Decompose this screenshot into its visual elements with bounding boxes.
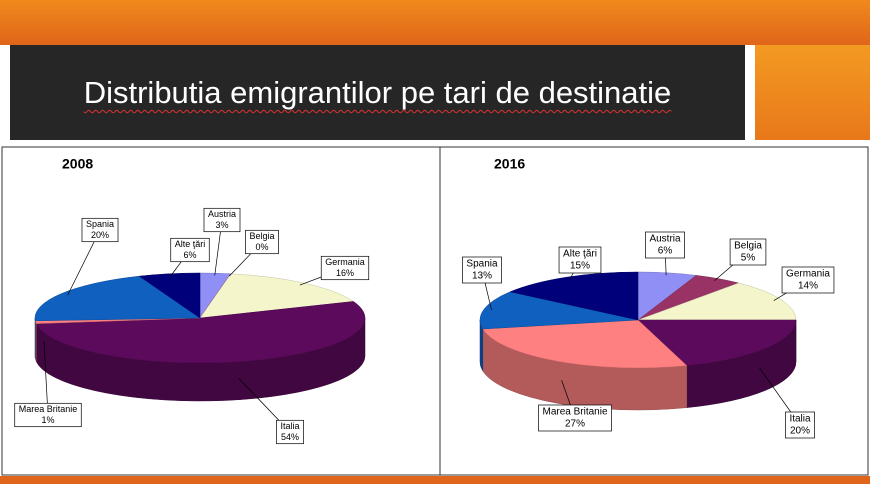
label-name: Germania — [786, 269, 830, 280]
label-name: Italia — [789, 414, 811, 425]
label-name: Germania — [325, 257, 365, 267]
label-name: Alte ţări — [563, 249, 597, 260]
label-box — [203, 207, 241, 233]
slice-top — [34, 275, 201, 322]
label-name: Italia — [280, 421, 299, 431]
title-band — [10, 45, 745, 140]
label-box — [245, 229, 279, 255]
label-box — [781, 266, 835, 294]
label-name: Marea Britanie — [542, 407, 607, 418]
slice-top — [509, 271, 639, 321]
slice — [637, 319, 797, 366]
data-label: 16% — [336, 268, 354, 278]
slice-top — [637, 319, 797, 366]
slice — [35, 301, 366, 364]
data-label: 6% — [658, 246, 673, 257]
label-box — [320, 255, 370, 281]
top-bar — [0, 0, 870, 45]
slice — [479, 291, 639, 330]
data-label: 15% — [570, 261, 590, 272]
slice — [34, 275, 201, 322]
label-box — [729, 238, 767, 266]
bottom-bar — [0, 476, 870, 484]
slice-top — [479, 291, 639, 330]
pie-tops — [34, 272, 366, 364]
data-label: 14% — [798, 281, 818, 292]
slide-title: Distributia emigrantilor pe tari de dest… — [83, 75, 672, 110]
data-label: 20% — [790, 426, 810, 437]
data-label: 0% — [255, 242, 268, 252]
label-box — [170, 237, 210, 263]
chart-title: 2008 — [62, 156, 93, 172]
accent-square — [755, 45, 870, 140]
data-label: 6% — [183, 250, 196, 260]
pie-sides — [479, 319, 797, 411]
label-name: Spania — [86, 219, 114, 229]
label-box — [462, 256, 502, 284]
label-box — [276, 419, 304, 445]
slice-top — [35, 301, 366, 364]
slice-top — [138, 272, 201, 319]
label-name: Marea Britanie — [19, 404, 78, 414]
slice — [637, 282, 797, 321]
data-label: 3% — [215, 220, 228, 230]
label-name: Belgia — [734, 241, 762, 252]
pie-tops — [479, 271, 797, 369]
slice-top — [482, 319, 688, 369]
label-name: Alte ţări — [175, 239, 206, 249]
chart-title: 2016 — [494, 156, 525, 172]
label-box — [785, 411, 815, 439]
data-label: 1% — [41, 415, 54, 425]
slice — [138, 272, 201, 319]
label-name: Belgia — [249, 231, 274, 241]
data-label: 20% — [91, 230, 109, 240]
label-name: Spania — [466, 259, 498, 270]
data-label: 54% — [281, 432, 299, 442]
label-box — [538, 404, 612, 432]
data-label: 5% — [741, 253, 756, 264]
label-box — [645, 231, 685, 259]
label-box — [81, 217, 119, 243]
data-label: 13% — [472, 271, 492, 282]
label-box — [14, 402, 82, 428]
leader-line — [43, 341, 49, 416]
data-label: 27% — [565, 419, 585, 430]
slice-top — [637, 282, 797, 321]
slice — [509, 271, 639, 321]
label-box — [558, 246, 602, 274]
slice — [482, 319, 688, 369]
label-name: Austria — [649, 234, 681, 245]
label-name: Austria — [208, 209, 236, 219]
